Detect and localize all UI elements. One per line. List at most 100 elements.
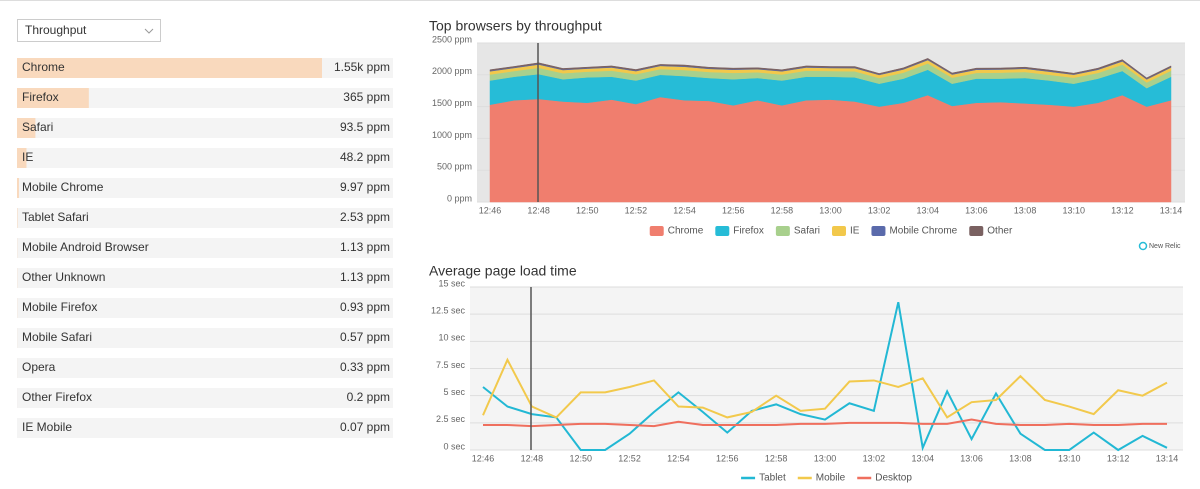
y-tick-label: 2500 ppm	[432, 34, 472, 44]
legend-label: IE	[850, 226, 860, 237]
x-tick-label: 12:54	[673, 205, 696, 215]
row-name: Other Firefox	[22, 390, 92, 404]
legend-swatch	[715, 226, 730, 236]
legend-swatch	[871, 226, 886, 236]
x-tick-label: 12:48	[527, 205, 550, 215]
row-value: 48.2 ppm	[340, 150, 390, 164]
row-background	[17, 298, 393, 318]
area	[489, 58, 1172, 80]
row-background	[17, 148, 393, 168]
row-name: Tablet Safari	[22, 210, 89, 224]
x-tick-label: 12:58	[765, 453, 788, 463]
x-tick-label: 13:00	[814, 453, 837, 463]
legend-label: Firefox	[733, 226, 764, 237]
row-background	[17, 118, 393, 138]
line	[482, 357, 1168, 419]
line	[483, 418, 1167, 428]
row-name: Chrome	[22, 60, 65, 74]
x-tick-label: 13:02	[868, 205, 891, 215]
x-tick-label: 12:56	[722, 205, 745, 215]
row-background	[17, 238, 393, 258]
y-tick-label: 0 sec	[443, 441, 465, 451]
line	[482, 301, 1168, 452]
x-tick-label: 13:08	[1014, 205, 1037, 215]
row-name: Mobile Safari	[22, 330, 92, 344]
x-tick-label: 13:14	[1156, 453, 1179, 463]
x-tick-label: 13:00	[819, 205, 842, 215]
x-tick-label: 12:52	[625, 205, 648, 215]
row-value: 9.97 ppm	[340, 180, 390, 194]
brand-logo	[1138, 241, 1148, 251]
y-tick-label: 500 ppm	[437, 162, 472, 172]
row-background	[17, 358, 393, 378]
y-tick-label: 0 ppm	[447, 193, 472, 203]
row-value: 0.57 ppm	[340, 330, 390, 344]
legend-label: Tablet	[759, 473, 786, 484]
row-value: 93.5 ppm	[340, 120, 390, 134]
legend-label: Mobile Chrome	[889, 226, 957, 237]
row-value: 2.53 ppm	[340, 210, 390, 224]
row-background	[17, 388, 393, 408]
x-tick-label: 12:54	[667, 453, 690, 463]
y-tick-label: 15 sec	[438, 278, 465, 288]
row-name: Other Unknown	[22, 270, 105, 284]
row-name: Mobile Firefox	[22, 300, 97, 314]
row-value: 1.13 ppm	[340, 240, 390, 254]
bar	[17, 148, 27, 168]
x-tick-label: 13:06	[965, 205, 988, 215]
x-tick-label: 12:50	[576, 205, 599, 215]
y-tick-label: 5 sec	[443, 387, 465, 397]
legend-label: Other	[987, 226, 1013, 237]
row-name: Mobile Chrome	[22, 180, 104, 194]
row-background	[17, 268, 393, 288]
legend-label: Desktop	[875, 473, 912, 484]
dropdown[interactable]	[17, 19, 161, 42]
row-background	[17, 178, 393, 198]
bar	[17, 88, 89, 108]
legend-swatch	[649, 226, 664, 236]
x-tick-label: 13:08	[1009, 453, 1032, 463]
legend-swatch	[831, 226, 846, 236]
bar	[17, 178, 19, 198]
row-value: 0.2 ppm	[347, 390, 390, 404]
legend-swatch	[969, 226, 984, 236]
legend-swatch	[775, 226, 790, 236]
x-tick-label: 12:48	[521, 453, 544, 463]
legend-label: Mobile	[816, 473, 846, 484]
area	[489, 94, 1172, 203]
row-name: Safari	[22, 120, 53, 134]
row-background	[17, 418, 393, 438]
x-tick-label: 13:04	[911, 453, 934, 463]
x-tick-label: 12:46	[479, 205, 502, 215]
dropdown-arrow	[144, 28, 154, 34]
row-name: IE	[22, 150, 33, 164]
x-tick-label: 13:02	[863, 453, 886, 463]
y-tick-label: 7.5 sec	[436, 360, 466, 370]
y-tick-label: 1500 ppm	[432, 98, 472, 108]
row-name: Mobile Android Browser	[22, 240, 149, 254]
x-tick-label: 13:10	[1062, 205, 1085, 215]
y-tick-label: 2000 ppm	[432, 66, 472, 76]
row-name: Opera	[22, 360, 56, 374]
row-value: 1.13 ppm	[340, 270, 390, 284]
row-value: 365 ppm	[343, 90, 390, 104]
x-tick-label: 12:52	[618, 453, 641, 463]
row-background	[17, 208, 393, 228]
row-background	[17, 88, 393, 108]
legend: Tablet Mobile Desktop	[741, 473, 912, 484]
row-value: 0.93 ppm	[340, 300, 390, 314]
legend-label: Chrome	[668, 226, 704, 237]
bar	[17, 118, 36, 138]
row-name: Firefox	[22, 90, 59, 104]
bar	[17, 58, 322, 78]
x-tick-label: 13:04	[917, 205, 940, 215]
x-tick-label: 13:12	[1107, 453, 1130, 463]
legend: Chrome Firefox Safari IE Mobile Chrome Other	[649, 226, 1013, 237]
row-value: 0.33 ppm	[340, 360, 390, 374]
chart-title: Top browsers by throughput	[429, 18, 602, 34]
x-tick-label: 12:46	[472, 453, 495, 463]
chart-title: Average page load time	[429, 263, 577, 279]
x-tick-label: 12:50	[569, 453, 592, 463]
x-tick-label: 13:12	[1111, 205, 1134, 215]
x-tick-label: 12:56	[716, 453, 739, 463]
